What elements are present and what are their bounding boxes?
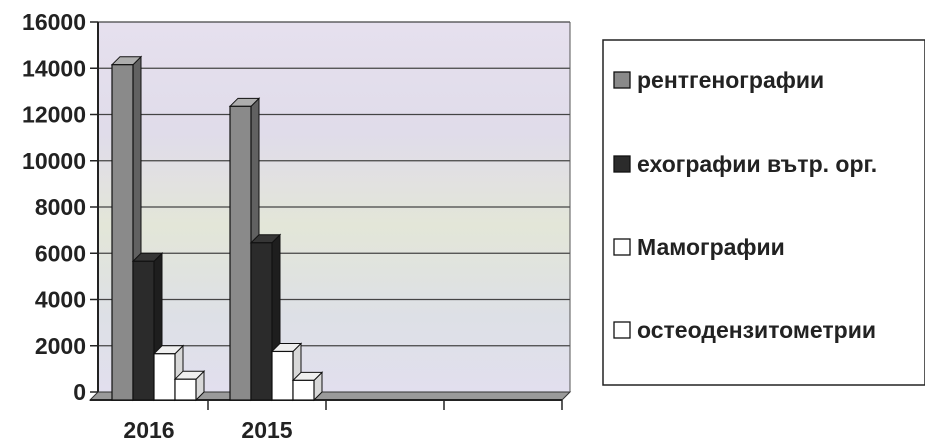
bar-2015-series-2 <box>271 350 294 401</box>
y-tick-label: 2000 <box>35 333 86 359</box>
y-tick-label: 6000 <box>35 240 86 266</box>
legend: рентгенографии ехографии вътр. орг. Мамогр… <box>602 39 925 386</box>
y-tick-label: 14000 <box>22 55 86 81</box>
bar-2016-series-1 <box>132 260 155 401</box>
x-category-label: 2016 <box>123 417 174 439</box>
y-tick-label: 8000 <box>35 194 86 220</box>
bar-2016-series-0 <box>111 64 134 401</box>
bar-2016-series-2 <box>153 353 176 401</box>
legend-box <box>602 39 925 386</box>
bar-2015-series-0 <box>229 105 252 401</box>
bar-2015-series-1 <box>250 242 273 401</box>
legend-label: остеодензитометрии <box>637 317 876 343</box>
y-tick-label: 10000 <box>22 148 86 174</box>
y-tick-label: 12000 <box>22 102 86 128</box>
legend-label: ехографии вътр. орг. <box>637 151 877 177</box>
legend-label: Мамографии <box>637 234 785 260</box>
y-tick-label: 0 <box>73 379 86 405</box>
y-axis-ticks: 16000 14000 12000 10000 8000 6000 4000 2000 0 <box>22 9 98 405</box>
bars <box>110 55 324 402</box>
y-tick-label: 16000 <box>22 9 86 35</box>
bar-2015-series-3 <box>292 379 315 401</box>
x-axis-categories: 2016 2015 <box>123 400 563 439</box>
x-category-label: 2015 <box>241 417 292 439</box>
y-tick-label: 4000 <box>35 287 86 313</box>
bar-2016-series-3 <box>174 378 197 401</box>
legend-swatch <box>613 238 631 256</box>
legend-label: рентгенографии <box>637 67 824 93</box>
legend-swatch <box>613 321 631 339</box>
legend-swatch <box>613 71 631 89</box>
legend-swatch <box>613 155 631 173</box>
